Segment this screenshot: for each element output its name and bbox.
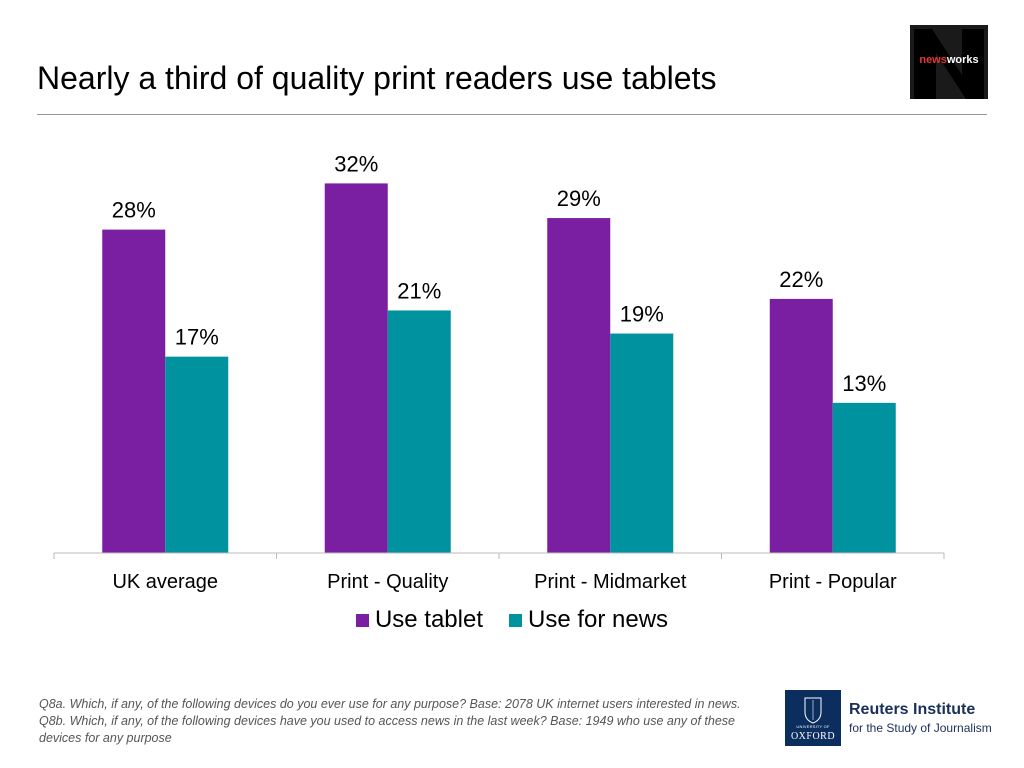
bar-use-for-news-print-quality	[387, 310, 451, 553]
logo-prefix: news	[919, 54, 947, 66]
legend-label-tablet: Use tablet	[374, 606, 483, 633]
bar-use-tablet-print-quality	[324, 183, 388, 553]
oxford-crest: UNIVERSITY OF OXFORD	[785, 690, 841, 746]
data-label-use-for-news-uk-average: 17%	[175, 325, 219, 350]
crest-oxford-text: OXFORD	[790, 731, 836, 742]
bar-use-for-news-print-popular	[832, 402, 896, 553]
data-label-use-tablet-print-popular: 22%	[779, 267, 823, 292]
x-tick-label-print-quality: Print - Quality	[327, 571, 448, 593]
crest-icon	[804, 697, 822, 724]
institute-subtitle: for the Study of Journalism	[849, 721, 992, 735]
crest-university-text: UNIVERSITY OF	[796, 724, 830, 729]
data-label-use-tablet-uk-average: 28%	[112, 198, 156, 223]
newsworks-logo: newsworks	[910, 25, 988, 99]
data-label-use-for-news-print-midmarket: 19%	[620, 302, 664, 327]
institute-name: Reuters Institute	[849, 701, 976, 718]
svg-text:newsworks: newsworks	[919, 54, 978, 66]
logo-suffix: works	[946, 54, 979, 66]
footnote: Q8a. Which, if any, of the following dev…	[39, 697, 741, 745]
x-tick-label-uk-average: UK average	[112, 571, 218, 593]
data-label-use-for-news-print-popular: 13%	[842, 371, 886, 396]
reuters-institute-logo: UNIVERSITY OF OXFORD Reuters Institute f…	[785, 690, 992, 746]
legend-item-news: Use for news	[509, 606, 668, 634]
legend-swatch-tablet	[355, 613, 369, 627]
legend-swatch-news	[509, 613, 522, 627]
data-label-use-tablet-print-midmarket: 29%	[557, 186, 601, 211]
bar-use-for-news-print-midmarket	[610, 333, 674, 553]
data-label-use-for-news-print-quality: 21%	[397, 278, 441, 303]
legend-item-tablet: Use tablet	[355, 606, 483, 634]
bar-use-tablet-print-midmarket	[547, 218, 611, 554]
data-label-use-tablet-print-quality: 32%	[334, 151, 378, 176]
x-tick-label-print-popular: Print - Popular	[769, 571, 897, 593]
bar-use-for-news-uk-average	[165, 356, 229, 553]
chart-legend: Use tablet Use for news	[0, 606, 1024, 634]
bar-use-tablet-print-popular	[769, 298, 833, 553]
page-title: Nearly a third of quality print readers …	[37, 60, 717, 96]
title-divider	[37, 114, 987, 115]
bar-use-tablet-uk-average	[102, 229, 166, 553]
bar-chart: UK average Print - Quality Print - Midmark…	[53, 151, 945, 593]
legend-label-news: Use for news	[528, 606, 669, 633]
x-tick-label-print-midmarket: Print - Midmarket	[534, 571, 687, 593]
